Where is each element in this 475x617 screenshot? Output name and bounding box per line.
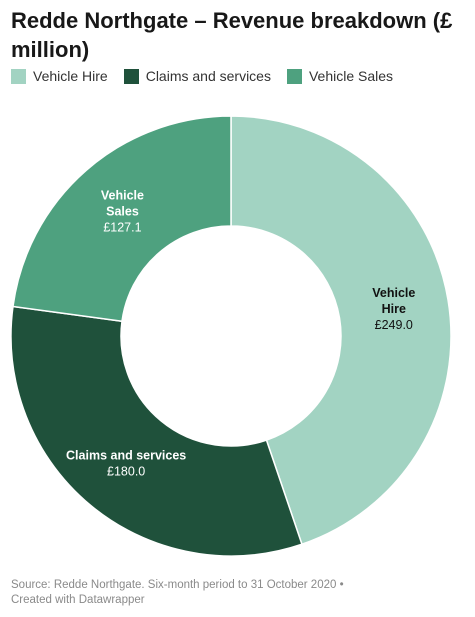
donut-chart: Vehicle Hire £249.0 Claims and services £180… xyxy=(10,115,452,557)
legend-label-vehicle-hire: Vehicle Hire xyxy=(33,68,108,84)
slice-value: £249.0 xyxy=(375,318,413,332)
legend-item-vehicle-hire: Vehicle Hire xyxy=(11,68,108,84)
legend-swatch-claims-and-services xyxy=(123,68,139,84)
legend-swatch-vehicle-sales xyxy=(286,68,302,84)
footer: Source: Redde Northgate. Six-month perio… xyxy=(11,578,344,608)
source-note: Source: Redde Northgate. Six-month perio… xyxy=(11,579,344,591)
credit-note: Created with Datawrapper xyxy=(11,594,145,606)
slice-name-line: Vehicle xyxy=(372,286,415,300)
legend-label-claims-and-services: Claims and services xyxy=(145,68,271,84)
slice-vehicle-sales xyxy=(12,115,232,323)
legend-item-vehicle-sales: Vehicle Sales xyxy=(286,68,394,84)
chart-title: Redde Northgate – Revenue breakdown (£ m… xyxy=(11,8,453,62)
slice-label-vehicle-sales: Vehicle Sales £127.1 xyxy=(101,189,144,235)
legend-item-claims-and-services: Claims and services xyxy=(123,68,271,84)
slice-value: £127.1 xyxy=(103,221,141,235)
legend-label-vehicle-sales: Vehicle Sales xyxy=(308,68,394,84)
slice-name-line: Claims and services xyxy=(66,448,186,462)
legend-swatch-vehicle-hire xyxy=(11,68,26,84)
slice-vehicle-hire xyxy=(230,115,452,546)
legend: Vehicle Hire Claims and services Vehicle… xyxy=(11,68,409,84)
slice-label-claims-and-services: Claims and services £180.0 xyxy=(66,448,186,478)
slice-name-line: Hire xyxy=(382,302,406,316)
slice-label-vehicle-hire: Vehicle Hire £249.0 xyxy=(372,286,415,332)
slice-claims-and-services xyxy=(10,305,303,557)
slice-value: £180.0 xyxy=(107,464,145,478)
slice-name-line: Vehicle xyxy=(101,189,144,203)
slice-name-line: Sales xyxy=(106,205,139,219)
